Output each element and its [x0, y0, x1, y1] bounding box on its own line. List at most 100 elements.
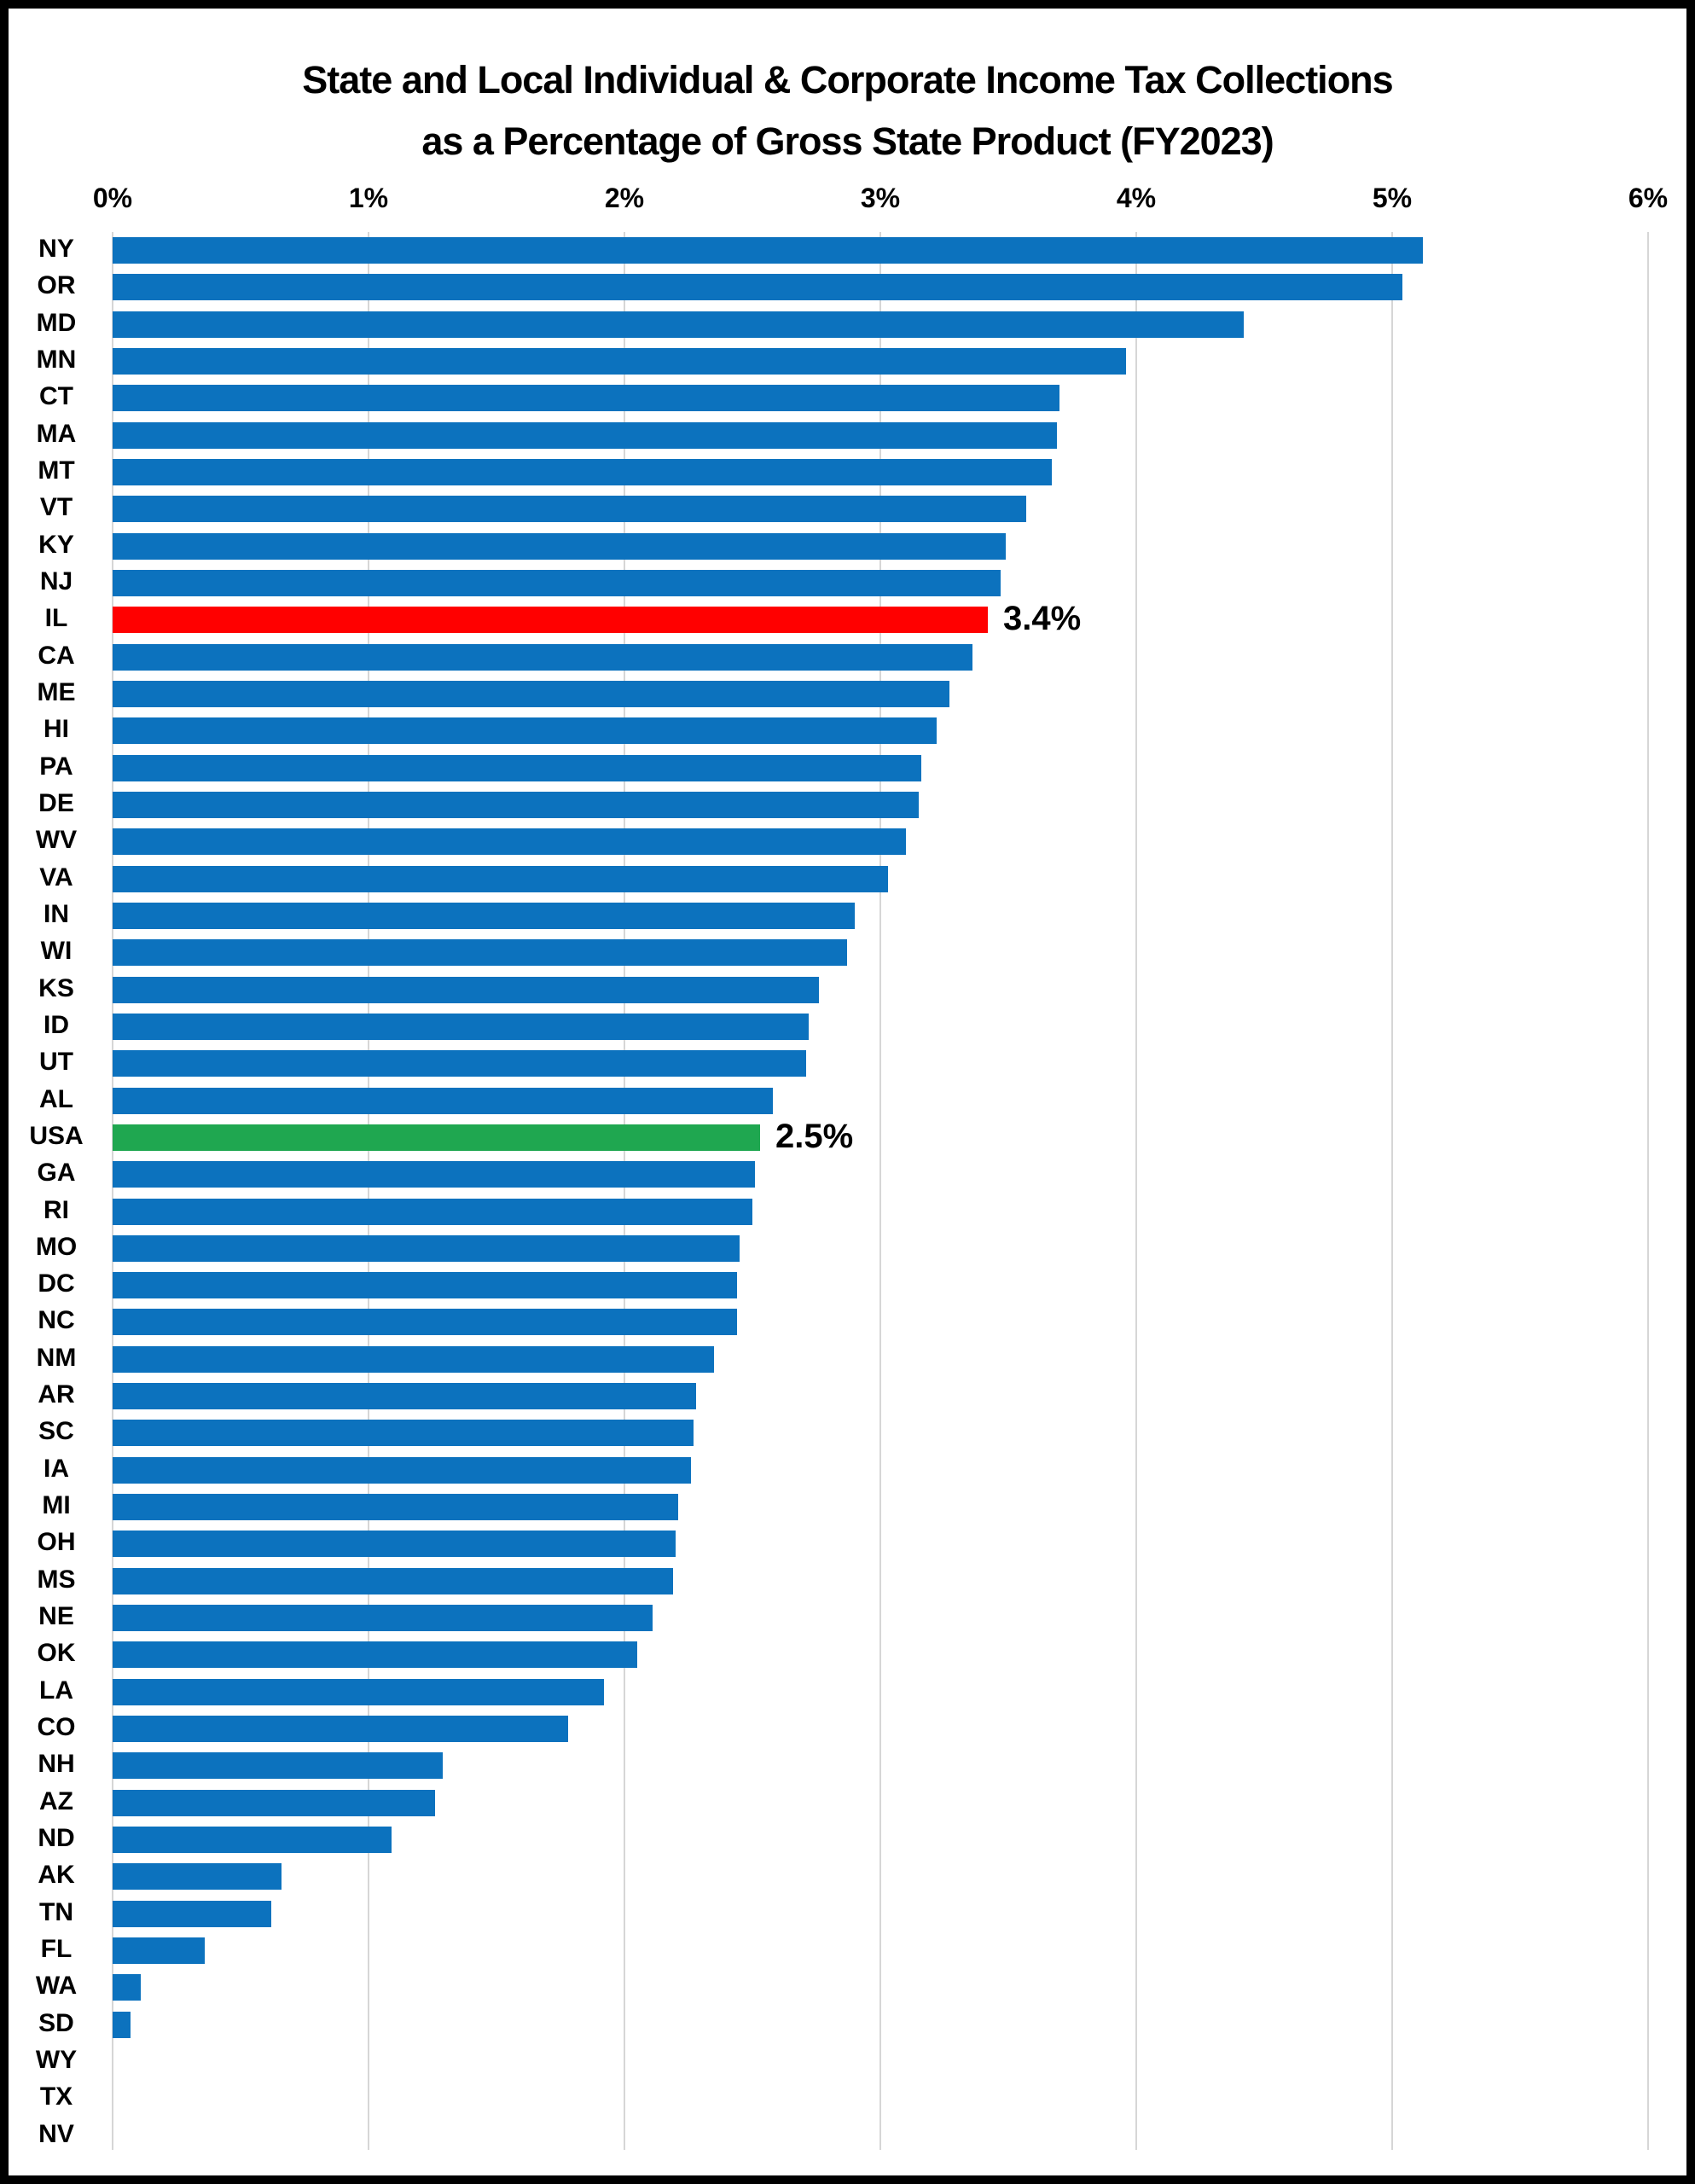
data-label-IL: 3.4% [1003, 600, 1082, 638]
category-label-TX: TX [39, 2082, 73, 2111]
chart-row-AR: AR [38, 1378, 1648, 1414]
chart-row-NV: NV [38, 2117, 1648, 2154]
chart-row-ID: ID [44, 1008, 1648, 1045]
chart-row-MO: MO [36, 1230, 1648, 1267]
bar-WV [113, 828, 906, 856]
chart-row-NC: NC [38, 1304, 1648, 1340]
bar-OR [113, 274, 1402, 301]
category-label-MN: MN [36, 345, 77, 374]
bar-NJ [113, 569, 1001, 596]
chart-title-line1: State and Local Individual & Corporate I… [302, 58, 1393, 102]
gridline-3% [879, 232, 881, 2150]
chart-row-MS: MS [38, 1563, 1648, 1600]
bar-AK [113, 1863, 282, 1891]
category-label-SC: SC [38, 1417, 74, 1446]
chart-row-NY: NY [38, 232, 1648, 269]
chart-row-OK: OK [38, 1636, 1648, 1673]
category-label-TN: TN [39, 1897, 73, 1926]
bar-USA [113, 1124, 760, 1151]
category-label-MD: MD [36, 308, 77, 337]
chart-row-DE: DE [38, 787, 1648, 823]
chart-row-MT: MT [38, 454, 1648, 491]
category-label-IN: IN [44, 899, 69, 928]
x-axis-tick-label: 4% [1116, 183, 1157, 213]
bar-AZ [113, 1789, 435, 1816]
gridline-0% [112, 232, 113, 2150]
gridline-1% [368, 232, 369, 2150]
bar-ME [113, 680, 949, 707]
bar-FL [113, 1937, 205, 1965]
chart-row-UT: UT [39, 1045, 1648, 1082]
category-label-AL: AL [39, 1084, 73, 1113]
bar-NM [113, 1345, 714, 1373]
category-label-NM: NM [36, 1343, 77, 1372]
category-label-MA: MA [36, 419, 77, 448]
category-label-CO: CO [37, 1713, 76, 1742]
bar-NE [113, 1605, 653, 1632]
category-label-MI: MI [42, 1491, 71, 1520]
category-label-AK: AK [38, 1861, 75, 1890]
category-label-MO: MO [35, 1232, 78, 1261]
chart-row-MI: MI [42, 1489, 1648, 1525]
bar-MS [113, 1567, 673, 1594]
bar-MT [113, 458, 1052, 485]
bar-DC [113, 1272, 737, 1299]
bar-NY [113, 237, 1423, 264]
chart-row-GA: GA [38, 1156, 1648, 1193]
x-axis-tick-label: 3% [860, 183, 901, 213]
category-label-AZ: AZ [39, 1786, 73, 1815]
bar-VA [113, 865, 888, 892]
category-label-NC: NC [38, 1306, 75, 1335]
chart-row-IL: IL 3.4% [45, 600, 1648, 638]
chart-row-SC: SC [38, 1414, 1648, 1451]
x-axis-tick-label: 6% [1628, 183, 1669, 213]
x-axis-tick-label: 1% [348, 183, 389, 213]
plot-area: 0% 1% 2% 3% 4% 5% 6% NY OR MD MN CT MA MT VT KY NJ IL 3.4%… [29, 183, 1668, 2154]
category-label-NV: NV [38, 2119, 74, 2148]
x-axis-tick-label: 0% [92, 183, 133, 213]
chart-row-SD: SD [38, 2007, 1648, 2043]
bar-WA [113, 1974, 141, 2001]
x-axis-tick-label: 2% [604, 183, 645, 213]
chart-title-line2: as a Percentage of Gross State Product (… [421, 119, 1274, 163]
chart-title: State and Local Individual & Corporate I… [9, 49, 1686, 172]
chart-row-FL: FL [41, 1932, 1648, 1969]
category-label-UT: UT [39, 1048, 73, 1077]
bar-HI [113, 717, 937, 745]
chart-row-WV: WV [36, 823, 1648, 860]
category-label-OH: OH [37, 1528, 76, 1557]
gridline-4% [1135, 232, 1137, 2150]
bar-KS [113, 976, 819, 1003]
bar-MI [113, 1494, 678, 1521]
category-label-WV: WV [35, 826, 78, 855]
bar-LA [113, 1678, 604, 1705]
category-label-WI: WI [40, 937, 73, 966]
bar-VT [113, 496, 1026, 523]
bar-MO [113, 1234, 740, 1262]
chart-row-MA: MA [37, 417, 1648, 454]
chart-row-NJ: NJ [40, 565, 1648, 601]
chart-row-NH: NH [38, 1747, 1648, 1784]
category-label-NJ: NJ [39, 566, 73, 595]
category-label-IA: IA [44, 1454, 69, 1483]
data-label-USA: 2.5% [775, 1117, 854, 1155]
chart-row-NE: NE [38, 1600, 1648, 1636]
chart-row-KY: KY [38, 528, 1648, 565]
category-label-CA: CA [38, 641, 75, 670]
category-label-OK: OK [37, 1639, 76, 1668]
category-label-SD: SD [38, 2008, 74, 2037]
chart-row-IA: IA [44, 1452, 1648, 1489]
category-label-KY: KY [38, 530, 74, 559]
category-label-NY: NY [38, 235, 74, 263]
chart-row-CT: CT [39, 380, 1648, 416]
chart-row-MD: MD [37, 306, 1648, 343]
category-label-FL: FL [40, 1935, 73, 1964]
bar-OK [113, 1641, 637, 1669]
bar-NH [113, 1752, 443, 1780]
chart-row-VA: VA [39, 861, 1648, 897]
category-label-IL: IL [44, 604, 68, 633]
bar-MA [113, 421, 1057, 449]
gridline-2% [624, 232, 625, 2150]
chart-row-TN: TN [39, 1896, 1648, 1932]
chart-row-VT: VT [40, 491, 1648, 527]
